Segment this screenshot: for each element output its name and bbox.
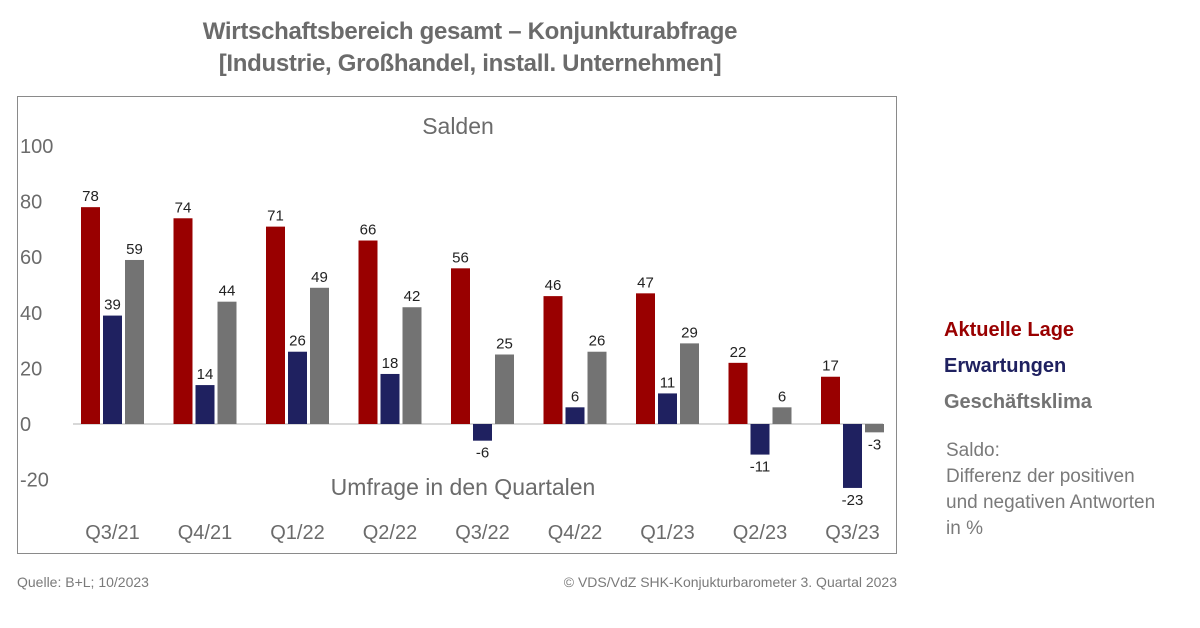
data-label: -23 bbox=[842, 492, 864, 509]
chart-title-block: Wirtschaftsbereich gesamt – Konjunkturab… bbox=[0, 16, 940, 80]
note-line-3: und negativen Antworten bbox=[946, 492, 1156, 513]
data-label: 46 bbox=[545, 277, 562, 294]
bar-aktuelle-lage-Q3-23 bbox=[821, 376, 840, 424]
title-line-2: [Industrie, Großhandel, install. Unterne… bbox=[218, 50, 722, 77]
data-label: 14 bbox=[197, 366, 214, 383]
note-line-1: Saldo: bbox=[946, 440, 1000, 461]
legend-item-aktuelle-lage: Aktuelle Lage bbox=[944, 319, 1075, 341]
data-label: 39 bbox=[104, 297, 121, 314]
bar-gesch-ftsklima-Q4-22 bbox=[587, 351, 607, 424]
bar-aktuelle-lage-Q2-22 bbox=[358, 240, 378, 424]
data-label: 18 bbox=[382, 355, 399, 372]
bar-erwartungen-Q3-22 bbox=[473, 424, 492, 441]
bar-gesch-ftsklima-Q3-22 bbox=[495, 354, 514, 424]
data-label: 26 bbox=[289, 333, 306, 350]
data-label: -3 bbox=[868, 436, 881, 453]
x-tick-label: Q3/22 bbox=[455, 522, 509, 544]
bar-aktuelle-lage-Q4-22 bbox=[543, 296, 563, 424]
source-note: Quelle: B+L; 10/2023 bbox=[17, 574, 149, 590]
x-tick-label: Q2/22 bbox=[363, 522, 417, 544]
data-label: 71 bbox=[267, 208, 284, 225]
note-line-2: Differenz der positiven bbox=[946, 466, 1135, 487]
data-label: 11 bbox=[660, 374, 676, 391]
legend-item-erwartungen: Erwartungen bbox=[944, 355, 1067, 377]
bar-aktuelle-lage-Q1-23 bbox=[636, 293, 655, 424]
y-tick-label: 40 bbox=[20, 303, 42, 325]
bar-gesch-ftsklima-Q2-23 bbox=[772, 407, 792, 424]
data-label: 47 bbox=[637, 274, 654, 291]
bar-erwartungen-Q2-23 bbox=[750, 424, 770, 455]
data-label: 6 bbox=[778, 388, 786, 405]
data-label: 29 bbox=[681, 324, 698, 341]
data-label: 17 bbox=[822, 358, 839, 375]
y-tick-label: 100 bbox=[20, 136, 53, 158]
data-label: -11 bbox=[750, 459, 771, 476]
bar-gesch-ftsklima-Q1-23 bbox=[680, 343, 699, 424]
bar-erwartungen-Q2-22 bbox=[380, 373, 400, 424]
y-tick-label: -20 bbox=[20, 470, 49, 492]
bar-erwartungen-Q3-21 bbox=[103, 315, 122, 424]
legend: Aktuelle Lage Erwartungen Geschäftsklima bbox=[944, 312, 1092, 420]
note-line-4: in % bbox=[946, 518, 983, 539]
y-tick-label: 60 bbox=[20, 247, 42, 269]
bar-erwartungen-Q4-21 bbox=[195, 385, 215, 424]
bar-gesch-ftsklima-Q3-23 bbox=[865, 424, 884, 433]
x-tick-label: Q1/22 bbox=[270, 522, 324, 544]
x-tick-label: Q4/21 bbox=[178, 522, 232, 544]
data-label: 26 bbox=[589, 333, 606, 350]
plot-title: Salden bbox=[422, 113, 494, 139]
y-tick-label: 0 bbox=[20, 414, 31, 436]
bar-erwartungen-Q3-23 bbox=[843, 424, 862, 488]
x-axis-title: Umfrage in den Quartalen bbox=[331, 474, 596, 500]
bar-aktuelle-lage-Q2-23 bbox=[728, 362, 748, 424]
bar-aktuelle-lage-Q1-22 bbox=[266, 226, 285, 424]
x-tick-label: Q3/23 bbox=[825, 522, 879, 544]
data-label: 66 bbox=[360, 222, 377, 239]
chart-frame: Salden Umfrage in den Quartalen 100 80 60 40 2… bbox=[17, 96, 897, 554]
data-label: 56 bbox=[452, 249, 469, 266]
bar-aktuelle-lage-Q3-22 bbox=[451, 268, 470, 424]
data-label: 6 bbox=[571, 388, 579, 405]
data-label: 78 bbox=[82, 188, 99, 205]
bar-gesch-ftsklima-Q1-22 bbox=[310, 287, 329, 424]
title-line-1: Wirtschaftsbereich gesamt – Konjunkturab… bbox=[202, 18, 738, 45]
y-tick-label: 20 bbox=[20, 358, 42, 380]
data-label: 44 bbox=[219, 283, 236, 300]
saldo-note: Saldo: Differenz der positiven und negat… bbox=[946, 438, 1196, 542]
data-label: 25 bbox=[496, 336, 513, 353]
bar-aktuelle-lage-Q4-21 bbox=[173, 218, 193, 424]
data-label: -6 bbox=[476, 445, 489, 462]
bar-aktuelle-lage-Q3-21 bbox=[81, 207, 100, 424]
bar-gesch-ftsklima-Q3-21 bbox=[125, 259, 144, 424]
copyright-note: © VDS/VdZ SHK-Konjukturbarometer 3. Quar… bbox=[563, 574, 897, 590]
legend-item-geschaeftsklima: Geschäftsklima bbox=[944, 391, 1092, 413]
data-label: 74 bbox=[175, 199, 192, 216]
x-tick-label: Q1/23 bbox=[640, 522, 694, 544]
bar-gesch-ftsklima-Q2-22 bbox=[402, 307, 422, 424]
data-label: 42 bbox=[404, 288, 421, 305]
x-tick-label: Q3/21 bbox=[85, 522, 139, 544]
data-label: 59 bbox=[126, 241, 143, 258]
data-label: 49 bbox=[311, 269, 328, 286]
bar-erwartungen-Q1-23 bbox=[658, 393, 677, 424]
x-tick-label: Q2/23 bbox=[733, 522, 787, 544]
x-tick-label: Q4/22 bbox=[548, 522, 602, 544]
bar-gesch-ftsklima-Q4-21 bbox=[217, 301, 237, 424]
y-tick-label: 80 bbox=[20, 192, 42, 214]
bar-erwartungen-Q4-22 bbox=[565, 407, 585, 424]
data-label: 22 bbox=[730, 344, 747, 361]
bar-erwartungen-Q1-22 bbox=[288, 351, 307, 424]
